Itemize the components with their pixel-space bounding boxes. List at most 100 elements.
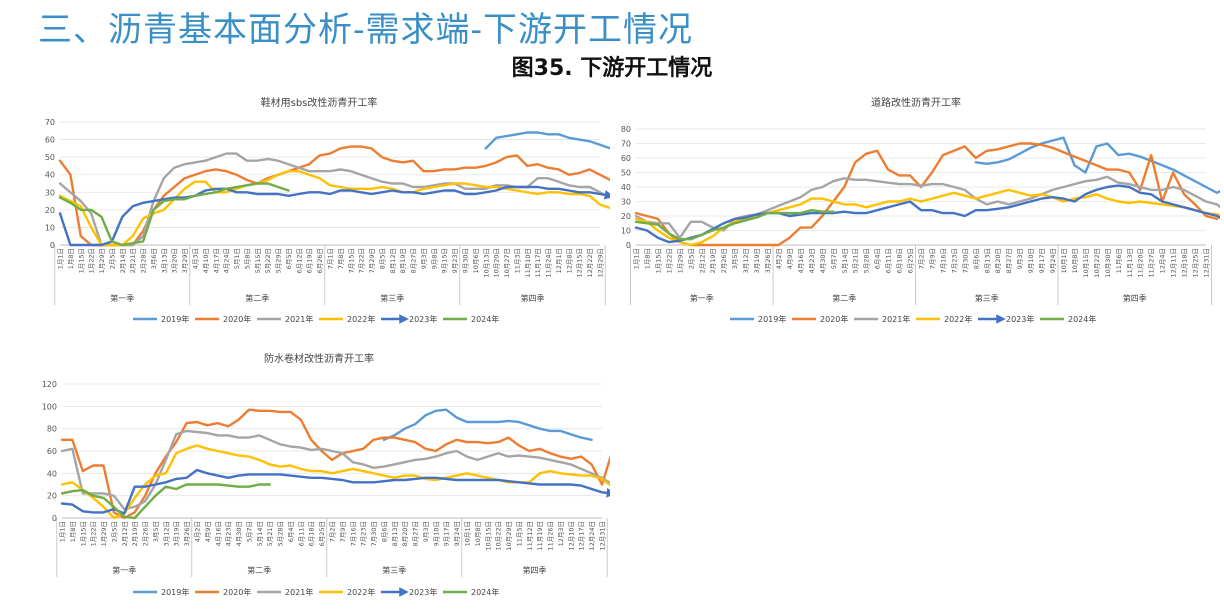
x-tick-label: 4月16日 — [214, 521, 222, 546]
x-tick-label: 7月16日 — [939, 248, 947, 273]
x-tick-label: 1月29日 — [98, 248, 106, 273]
x-tick-label: 8月27日 — [1005, 248, 1013, 273]
x-tick-label: 4月9日 — [786, 248, 794, 269]
x-tick-label: 1月29日 — [100, 521, 108, 546]
x-tick-label: 7月22日 — [358, 248, 366, 273]
x-tick-label: 11月17日 — [534, 248, 542, 278]
x-tick-label: 10月15日 — [1082, 248, 1090, 278]
x-tick-label: 2月5日 — [108, 248, 116, 269]
y-tick-label: 60 — [45, 136, 55, 145]
legend-label: 2024年 — [1068, 314, 1096, 324]
legend-item: 2021年 — [854, 314, 910, 324]
x-tick-label: 3月12日 — [162, 521, 170, 546]
x-tick-label: 12月31日 — [599, 521, 607, 551]
x-tick-label: 10月27日 — [503, 248, 511, 278]
x-tick-label: 7月16日 — [349, 521, 357, 546]
x-tick-label: 6月19日 — [306, 248, 314, 273]
legend-label: 2019年 — [758, 314, 786, 324]
x-tick-label: 4月10日 — [202, 248, 210, 273]
x-tick-label: 1月15日 — [654, 248, 662, 273]
x-tick-label: 2月26日 — [720, 248, 728, 273]
x-tick-label: 4月23日 — [808, 248, 816, 273]
legend-item: 2022年 — [319, 314, 375, 324]
y-tick-label: 70 — [45, 118, 55, 127]
x-tick-label: 3月12日 — [742, 248, 750, 273]
x-tick-label: 8月27日 — [412, 521, 420, 546]
x-tick-label: 12月25日 — [1192, 248, 1200, 278]
y-tick-label: 50 — [45, 153, 55, 162]
legend-label: 2019年 — [161, 314, 189, 324]
quarter-label: 第三季 — [382, 565, 406, 575]
x-tick-label: 9月3日 — [420, 248, 428, 269]
x-tick-label: 9月17日 — [1038, 248, 1046, 273]
quarter-label: 第一季 — [112, 565, 136, 575]
series-line-2023 — [60, 468, 610, 515]
x-tick-label: 7月29日 — [368, 248, 376, 273]
x-tick-label: 12月17日 — [578, 521, 586, 551]
x-tick-label: 8月20日 — [994, 248, 1002, 273]
x-tick-label: 1月1日 — [59, 521, 67, 542]
x-tick-label: 12月4日 — [1159, 248, 1167, 273]
chart-title: 道路改性沥青开工率 — [871, 96, 961, 109]
x-tick-label: 12月10日 — [567, 521, 575, 551]
x-tick-label: 1月22日 — [90, 521, 98, 546]
x-tick-label: 1月15日 — [79, 521, 87, 546]
y-tick-label: 10 — [45, 223, 55, 232]
x-tick-label: 10月22日 — [495, 521, 503, 551]
x-tick-label: 11月6日 — [1115, 248, 1123, 273]
x-tick-label: 8月5日 — [378, 248, 386, 269]
x-tick-label: 12月8日 — [565, 248, 573, 273]
x-tick-label: 1月8日 — [67, 248, 75, 269]
x-tick-label: 7月30日 — [961, 248, 969, 273]
x-tick-label: 10月6日 — [472, 248, 480, 273]
legend-label: 2023年 — [409, 314, 437, 324]
legend-item: 2019年 — [133, 314, 189, 324]
x-tick-label: 5月28日 — [863, 248, 871, 273]
legend-label: 2022年 — [944, 314, 972, 324]
x-tick-label: 4月9日 — [204, 521, 212, 542]
legend-item: 2023年 — [978, 314, 1034, 324]
legend-label: 2024年 — [471, 587, 499, 597]
legend-label: 2024年 — [471, 314, 499, 324]
x-tick-label: 5月14日 — [256, 521, 264, 546]
x-tick-label: 12月18日 — [1181, 248, 1189, 278]
y-tick-label: 30 — [45, 188, 55, 197]
x-tick-label: 4月2日 — [775, 248, 783, 269]
legend-item: 2023年 — [381, 587, 437, 597]
y-tick-label: 20 — [45, 206, 55, 215]
legend-item: 2019年 — [730, 314, 786, 324]
x-tick-label: 2月14日 — [119, 248, 127, 273]
x-tick-label: 7月1日 — [327, 248, 335, 269]
x-tick-label: 4月16日 — [797, 248, 805, 273]
y-tick-label: 120 — [42, 380, 57, 389]
x-tick-label: 10月29日 — [505, 521, 513, 551]
legend-label: 2020年 — [820, 314, 848, 324]
quarter-label: 第三季 — [975, 293, 999, 303]
y-tick-label: 80 — [47, 425, 57, 434]
x-tick-label: 2月12日 — [121, 521, 129, 546]
y-tick-label: 20 — [621, 212, 631, 221]
x-tick-label: 8月20日 — [401, 521, 409, 546]
x-tick-label: 12月24日 — [588, 521, 596, 551]
x-tick-label: 12月22日 — [586, 248, 594, 278]
x-tick-label: 9月17日 — [443, 521, 451, 546]
quarter-label: 第二季 — [247, 565, 271, 575]
x-tick-label: 11月13日 — [1126, 248, 1134, 278]
legend-item: 2020年 — [792, 314, 848, 324]
x-tick-label: 9月24日 — [453, 521, 461, 546]
x-tick-label: 12月11日 — [1170, 248, 1178, 278]
y-tick-label: 0 — [626, 241, 631, 250]
x-tick-label: 6月25日 — [318, 521, 326, 546]
legend-item: 2024年 — [1040, 314, 1096, 324]
x-tick-label: 1月22日 — [665, 248, 673, 273]
y-tick-label: 100 — [42, 402, 57, 411]
x-tick-label: 5月7日 — [830, 248, 838, 269]
x-tick-label: 2月28日 — [140, 248, 148, 273]
quarter-label: 第三季 — [380, 293, 404, 303]
series-line-2019 — [484, 131, 610, 150]
x-tick-label: 2月5日 — [110, 521, 118, 542]
x-tick-label: 6月18日 — [308, 521, 316, 546]
x-tick-label: 9月3日 — [1016, 248, 1024, 269]
x-tick-label: 7月2日 — [329, 521, 337, 542]
